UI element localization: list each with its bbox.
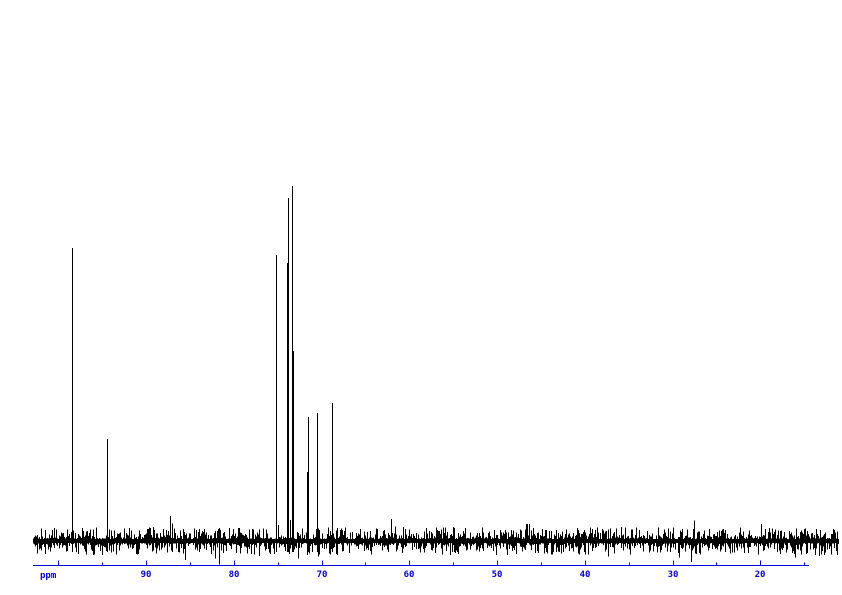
x-axis-unit-label: ppm	[40, 571, 57, 581]
noise-path	[33, 516, 839, 565]
baseline-noise-trace	[33, 516, 839, 565]
x-axis-tick-label: 70	[317, 570, 328, 580]
x-axis-tick-label: 40	[580, 570, 591, 580]
x-axis-tick-label: 80	[229, 570, 240, 580]
x-axis-tick-label: 50	[492, 570, 503, 580]
x-axis-tick-label: 90	[141, 570, 152, 580]
x-axis	[33, 560, 809, 566]
peak-path	[72, 186, 333, 552]
x-axis-tick-label: 20	[755, 570, 766, 580]
peak-lines	[72, 186, 333, 552]
x-axis-tick-label: 30	[668, 570, 679, 580]
x-axis-tick-labels: 90 80 70 60 50 40 30 20	[141, 570, 766, 580]
x-axis-tick-label: 60	[404, 570, 415, 580]
x-axis-line-and-ticks	[33, 560, 809, 566]
